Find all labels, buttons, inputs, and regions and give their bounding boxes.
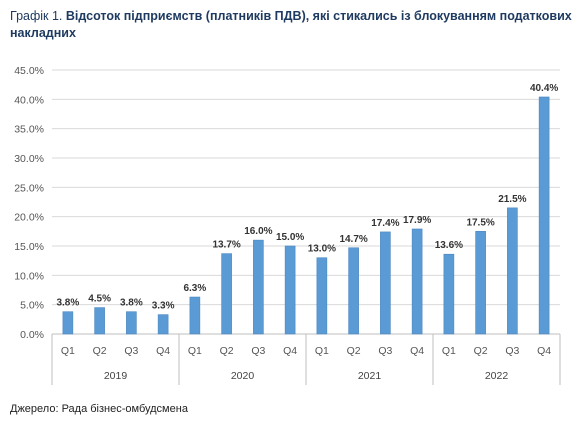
y-tick-label: 5.0% bbox=[20, 300, 44, 312]
x-category-label: Q3 bbox=[251, 345, 265, 357]
x-group-label: 2019 bbox=[104, 370, 128, 382]
y-tick-label: 20.0% bbox=[14, 212, 44, 224]
data-label: 13.0% bbox=[308, 244, 336, 255]
data-label: 3.8% bbox=[120, 298, 143, 309]
x-category-label: Q2 bbox=[474, 345, 488, 357]
data-label: 13.7% bbox=[212, 240, 240, 251]
x-group-label: 2022 bbox=[485, 370, 509, 382]
source-note: Джерело: Рада бізнес-омбудсмена bbox=[10, 403, 188, 415]
data-label: 4.5% bbox=[88, 294, 111, 305]
y-tick-label: 10.0% bbox=[14, 270, 44, 282]
x-category-label: Q4 bbox=[156, 345, 170, 357]
x-group-label: 2021 bbox=[358, 370, 382, 382]
x-category-label: Q1 bbox=[315, 345, 329, 357]
x-group-label: 2020 bbox=[231, 370, 255, 382]
y-tick-label: 25.0% bbox=[14, 182, 44, 194]
chart-title: Графік 1. Відсоток підприємств (платникі… bbox=[10, 8, 575, 42]
data-label: 3.8% bbox=[56, 298, 79, 309]
bar bbox=[411, 228, 423, 335]
x-category-label: Q1 bbox=[188, 345, 202, 357]
x-category-label: Q2 bbox=[93, 345, 107, 357]
x-category-label: Q3 bbox=[124, 345, 138, 357]
x-category-label: Q3 bbox=[505, 345, 519, 357]
bar bbox=[507, 207, 518, 335]
data-label: 17.9% bbox=[403, 215, 431, 226]
x-category-label: Q1 bbox=[442, 345, 456, 357]
title-prefix: Графік 1. bbox=[10, 9, 63, 23]
bar bbox=[253, 239, 264, 335]
bar bbox=[62, 311, 74, 335]
data-label: 3.3% bbox=[152, 301, 175, 312]
data-label: 16.0% bbox=[244, 226, 272, 237]
x-category-label: Q4 bbox=[537, 345, 551, 357]
y-tick-label: 0.0% bbox=[20, 329, 44, 341]
bar bbox=[284, 245, 296, 335]
bar-chart: 0.0% 5.0% 10.0% 15.0% 20.0% 25.0% 30.0% 35.0% 40… bbox=[14, 65, 561, 385]
bar bbox=[221, 253, 232, 335]
data-label: 40.4% bbox=[530, 83, 558, 94]
bar bbox=[475, 231, 486, 335]
data-label: 14.7% bbox=[339, 234, 367, 245]
y-tick-label: 30.0% bbox=[14, 153, 44, 165]
data-label: 17.5% bbox=[466, 217, 494, 228]
data-label: 17.4% bbox=[371, 218, 399, 229]
x-category-label: Q1 bbox=[61, 345, 75, 357]
x-category-label: Q4 bbox=[410, 345, 424, 357]
x-category-label: Q4 bbox=[283, 345, 297, 357]
bar bbox=[157, 314, 169, 335]
y-tick-label: 35.0% bbox=[14, 124, 44, 136]
x-category-label: Q2 bbox=[220, 345, 234, 357]
data-label: 21.5% bbox=[498, 194, 526, 205]
y-tick-label: 40.0% bbox=[14, 94, 44, 106]
data-label: 15.0% bbox=[276, 232, 304, 243]
bar bbox=[380, 231, 391, 335]
x-category-label: Q2 bbox=[347, 345, 361, 357]
bar bbox=[316, 257, 328, 335]
bar bbox=[94, 307, 105, 335]
bar bbox=[443, 253, 455, 335]
bar bbox=[189, 296, 201, 335]
data-label: 13.6% bbox=[435, 240, 463, 251]
bar bbox=[348, 247, 359, 335]
y-tick-label: 45.0% bbox=[14, 65, 44, 77]
title-main: Відсоток підприємств (платників ПДВ), як… bbox=[10, 9, 572, 40]
bar bbox=[126, 311, 137, 335]
y-tick-label: 15.0% bbox=[14, 241, 44, 253]
x-category-label: Q3 bbox=[378, 345, 392, 357]
data-label: 6.3% bbox=[183, 283, 206, 294]
bar bbox=[538, 96, 550, 335]
